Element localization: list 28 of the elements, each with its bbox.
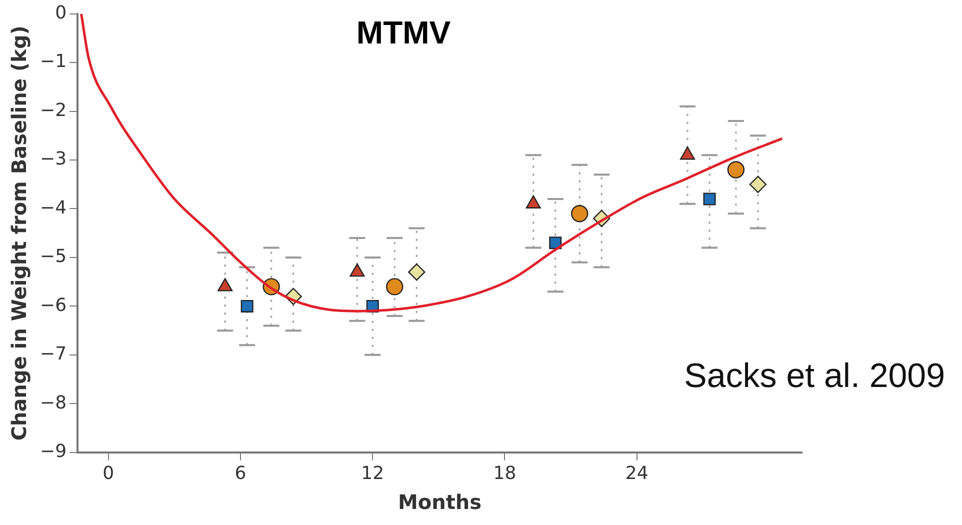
- y-tick-label: 0: [55, 2, 67, 24]
- point: [408, 263, 426, 281]
- x-tick-label: 12: [361, 462, 384, 484]
- x-axis-title: Months: [398, 490, 482, 514]
- y-tick-label: −1: [40, 51, 67, 72]
- point: [549, 236, 562, 250]
- x-tick-label: 6: [234, 462, 246, 484]
- y-tick-label: −3: [40, 148, 67, 170]
- x-tick-label: 18: [493, 462, 516, 484]
- chart-title: MTMV: [356, 14, 452, 50]
- point: [386, 278, 404, 296]
- line-series: [80, 14, 784, 312]
- x-tick-label: 24: [625, 462, 648, 484]
- y-tick-label: −4: [40, 197, 67, 218]
- point: [240, 300, 254, 312]
- x-tick-label: 0: [102, 462, 114, 484]
- point: [749, 176, 767, 193]
- point: [727, 161, 745, 178]
- y-axis-title: Change in Weight from Baseline (kg): [7, 26, 32, 441]
- point: [703, 192, 716, 206]
- y-tick-label: −2: [40, 100, 67, 121]
- y-tick-label: −5: [40, 246, 67, 268]
- y-tick-label: −6: [40, 294, 67, 316]
- y-tick-label: −9: [40, 441, 67, 462]
- point: [570, 205, 588, 222]
- annotation: Sacks et al. 2009: [684, 356, 945, 395]
- y-tick-label: −8: [40, 392, 67, 414]
- y-tick-label: −7: [40, 344, 67, 365]
